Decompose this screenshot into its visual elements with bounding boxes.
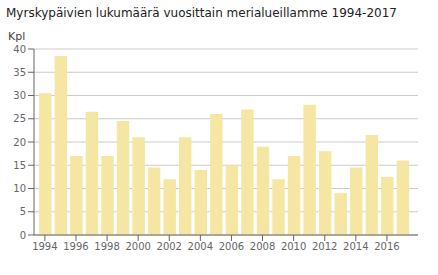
- svg-text:10: 10: [13, 183, 26, 194]
- html-text:Myrskypäivien lukumäärä vuosit: Myrskypäivien lukumäärä vuosittain meria…: [6, 6, 397, 20]
- svg-text:40: 40: [13, 44, 26, 55]
- svg-text:25: 25: [13, 113, 26, 124]
- svg-text:20: 20: [13, 137, 26, 148]
- svg-text:5: 5: [20, 206, 26, 217]
- svg-text:1994: 1994: [32, 241, 57, 252]
- svg-text:2006: 2006: [219, 241, 244, 252]
- svg-text:35: 35: [13, 67, 26, 78]
- svg-text:15: 15: [13, 160, 26, 171]
- svg-text:1998: 1998: [94, 241, 119, 252]
- svg-text:2000: 2000: [125, 241, 150, 252]
- svg-text:2002: 2002: [157, 241, 182, 252]
- svg-text:2008: 2008: [250, 241, 275, 252]
- svg-text:2010: 2010: [281, 241, 306, 252]
- svg-text:2012: 2012: [312, 241, 337, 252]
- svg-text:2014: 2014: [343, 241, 368, 252]
- svg-text:2016: 2016: [374, 241, 399, 252]
- html-text:Kpl: Kpl: [8, 30, 26, 43]
- svg-text:0: 0: [20, 230, 26, 241]
- svg-text:2004: 2004: [188, 241, 213, 252]
- svg-text:30: 30: [13, 90, 26, 101]
- svg-text:1996: 1996: [63, 241, 88, 252]
